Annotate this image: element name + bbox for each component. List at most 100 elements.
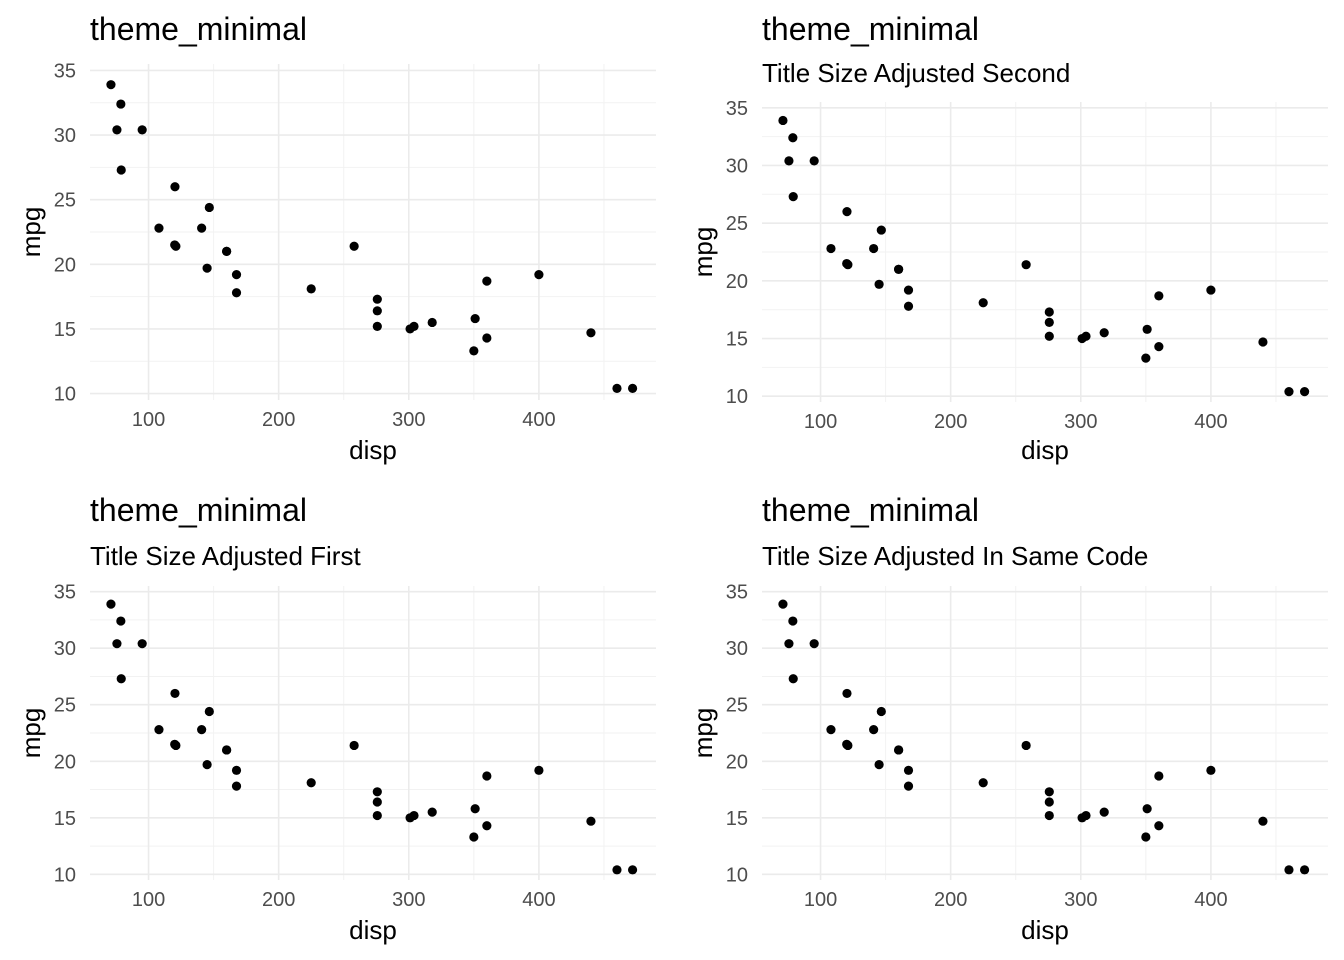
y-tick-label: 20 — [726, 271, 748, 293]
data-point — [612, 865, 622, 875]
chart-subtitle: Title Size Adjusted In Same Code — [762, 541, 1148, 571]
data-point — [843, 740, 853, 751]
data-point — [534, 765, 544, 775]
data-point — [1021, 740, 1031, 751]
data-point — [202, 263, 212, 273]
y-tick-label: 35 — [54, 60, 76, 82]
data-point — [197, 223, 207, 233]
data-point — [894, 264, 904, 274]
data-point — [1077, 333, 1087, 344]
data-point — [874, 279, 884, 289]
data-point — [1299, 865, 1310, 875]
y-tick-label: 20 — [54, 751, 76, 773]
x-tick-label: 100 — [132, 409, 165, 431]
y-axis-label: mpg — [16, 207, 46, 258]
data-point — [427, 807, 437, 817]
y-tick-label: 30 — [726, 638, 748, 660]
data-point — [903, 301, 914, 311]
y-axis-label: mpg — [688, 227, 718, 278]
x-tick-label: 200 — [934, 889, 967, 911]
data-point — [1077, 813, 1087, 823]
x-tick-label: 200 — [934, 411, 967, 433]
y-tick-label: 35 — [54, 582, 76, 604]
data-point — [1299, 387, 1310, 397]
data-point — [788, 192, 798, 202]
x-axis-label: disp — [349, 915, 397, 945]
data-point — [876, 225, 886, 235]
data-point — [171, 241, 181, 251]
data-point — [869, 243, 879, 254]
data-point — [1154, 342, 1164, 352]
x-tick-label: 400 — [522, 409, 555, 431]
x-tick-label: 100 — [804, 411, 837, 433]
data-point — [116, 99, 126, 109]
y-tick-label: 25 — [726, 695, 748, 717]
data-point — [1258, 816, 1268, 826]
data-point — [405, 813, 415, 823]
data-point — [1258, 337, 1268, 347]
data-point — [372, 306, 382, 316]
x-tick-label: 300 — [392, 409, 425, 431]
data-point — [612, 383, 622, 393]
data-point — [482, 276, 492, 286]
data-point — [372, 787, 382, 797]
x-tick-label: 300 — [392, 889, 425, 911]
data-point — [1044, 787, 1054, 797]
panel-2: 100 200 300 400 10 15 20 25 30 35 theme_minimal Tit… — [688, 11, 1328, 465]
y-tick-label: 25 — [726, 213, 748, 235]
data-point — [482, 821, 492, 831]
data-point — [1284, 865, 1294, 875]
data-point — [826, 243, 836, 254]
x-tick-label: 400 — [1194, 889, 1227, 911]
data-point — [627, 865, 638, 875]
data-point — [349, 241, 359, 251]
x-tick-label: 400 — [1194, 411, 1227, 433]
panel-1: 100 200 300 400 10 15 20 25 30 35 theme_minimaldis… — [16, 11, 656, 465]
y-tick-label: 35 — [726, 582, 748, 604]
data-point — [1044, 307, 1054, 317]
data-point — [534, 270, 544, 280]
data-point — [788, 616, 798, 626]
data-point — [876, 706, 886, 717]
data-point — [903, 285, 914, 295]
data-point — [1044, 331, 1054, 341]
data-point — [112, 639, 122, 649]
y-tick-label: 30 — [726, 155, 748, 177]
data-point — [874, 760, 884, 770]
chart-title: theme_minimal — [90, 492, 307, 528]
data-point — [306, 778, 316, 788]
data-point — [116, 674, 126, 684]
data-point — [842, 207, 852, 217]
x-tick-label: 300 — [1064, 411, 1097, 433]
chart-subtitle: Title Size Adjusted First — [90, 541, 361, 571]
y-tick-label: 10 — [726, 864, 748, 886]
data-point — [372, 294, 382, 304]
data-point — [1154, 291, 1164, 301]
x-tick-label: 200 — [262, 409, 295, 431]
data-point — [482, 333, 492, 343]
data-point — [112, 125, 122, 135]
chart-subtitle: Title Size Adjusted Second — [762, 58, 1070, 88]
data-point — [372, 797, 382, 807]
y-tick-label: 20 — [726, 751, 748, 773]
y-tick-label: 30 — [54, 125, 76, 147]
data-point — [1099, 328, 1109, 338]
data-point — [1206, 765, 1216, 775]
data-point — [469, 832, 479, 842]
data-point — [372, 810, 382, 821]
y-tick-label: 25 — [54, 695, 76, 717]
data-point — [1284, 387, 1294, 397]
data-point — [586, 816, 596, 826]
data-point — [222, 246, 232, 256]
data-point — [470, 313, 480, 324]
data-point — [154, 223, 164, 233]
data-point — [482, 771, 492, 781]
data-point — [116, 616, 126, 626]
data-point — [1021, 260, 1031, 270]
data-point — [231, 781, 242, 791]
data-point — [809, 639, 819, 649]
data-point — [778, 115, 788, 126]
data-point — [627, 383, 638, 393]
x-tick-label: 100 — [132, 889, 165, 911]
